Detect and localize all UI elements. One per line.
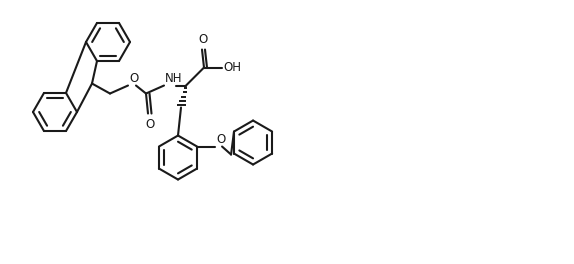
- Text: O: O: [199, 32, 208, 45]
- Text: OH: OH: [223, 61, 241, 74]
- Text: O: O: [129, 72, 138, 84]
- Text: O: O: [145, 117, 154, 130]
- Text: O: O: [216, 133, 226, 145]
- Text: NH: NH: [165, 72, 183, 84]
